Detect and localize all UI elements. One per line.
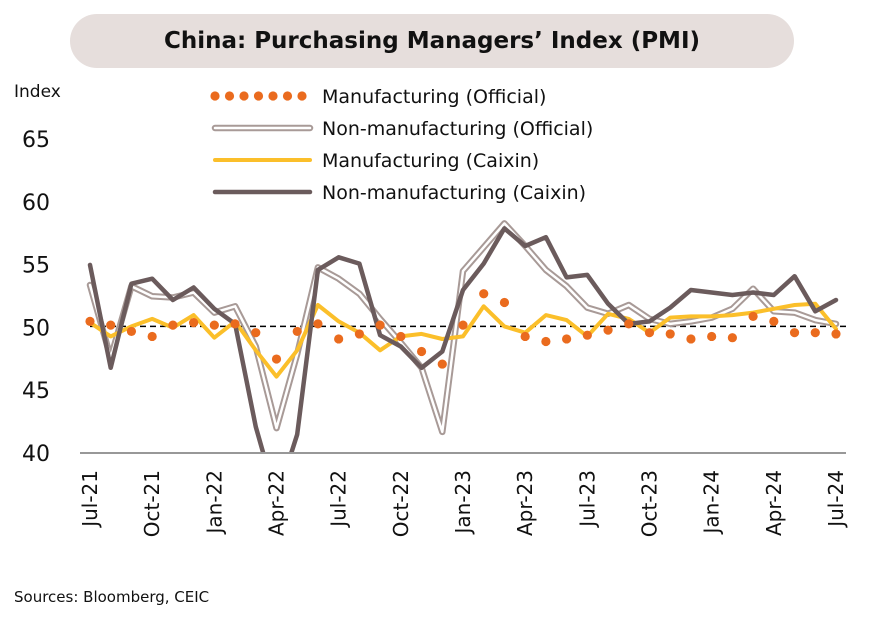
legend-swatch-dot [297, 91, 307, 101]
x-tick-label: Apr-22 [265, 470, 289, 536]
series-point-mfg-official [686, 334, 696, 344]
x-tick-label: Jul-22 [327, 470, 351, 529]
series-point-mfg-official [562, 334, 572, 344]
series-group [85, 220, 841, 452]
series-point-mfg-official [313, 319, 323, 329]
x-tick-label: Oct-22 [389, 470, 413, 537]
title-pill: China: Purchasing Managers’ Index (PMI) [70, 14, 794, 68]
legend-swatch-dot [210, 91, 220, 101]
series-point-mfg-official [271, 354, 282, 364]
series-point-mfg-official [479, 289, 489, 299]
x-tick-label: Jul-23 [575, 470, 599, 529]
series-point-mfg-official [769, 316, 779, 326]
series-point-mfg-official [292, 326, 302, 337]
series-point-mfg-official [126, 326, 137, 337]
x-tick-label: Jan-24 [700, 470, 724, 536]
legend-label: Manufacturing (Official) [322, 86, 546, 108]
pmi-chart: 40 45 50 55 60 65 Jul-21 Oct-21 Jan-22 Apr-22 Jul-… [22, 86, 848, 537]
x-tick-label: Oct-21 [140, 470, 164, 537]
x-tick-label: Apr-23 [513, 470, 537, 536]
series-point-mfg-official [375, 320, 385, 330]
series-point-mfg-official [541, 336, 551, 347]
legend: Manufacturing (Official) Non-manufacturin… [210, 86, 593, 204]
series-point-mfg-official [106, 320, 116, 330]
y-tick-label: 40 [22, 442, 50, 467]
y-axis-label: Index [14, 82, 61, 102]
series-point-mfg-official [147, 331, 157, 342]
x-tick-label: Jul-24 [824, 470, 848, 529]
x-tick-label: Jan-23 [451, 470, 475, 536]
series-point-mfg-official [354, 329, 364, 339]
series-point-mfg-official [168, 320, 178, 330]
legend-swatch-dot [253, 91, 264, 101]
series-point-mfg-official [624, 319, 634, 329]
x-tick-label: Jan-22 [202, 470, 226, 536]
series-point-mfg-official [230, 319, 240, 329]
series-line-nonmfg-caixin [87, 226, 839, 452]
y-tick-label: 65 [22, 128, 50, 153]
series-point-mfg-official [396, 331, 406, 342]
series-point-mfg-official [499, 297, 510, 308]
series-point-mfg-official [582, 330, 592, 340]
y-tick-label: 50 [22, 316, 50, 341]
legend-swatch-dot [239, 91, 249, 101]
series-point-mfg-official [334, 334, 344, 344]
y-tick-label: 55 [22, 254, 50, 279]
x-tick-label: Apr-24 [762, 470, 786, 536]
source-note: Sources: Bloomberg, CEIC [14, 588, 210, 606]
series-point-mfg-official [707, 331, 717, 342]
series-point-mfg-official [644, 328, 655, 338]
series-point-mfg-official [416, 346, 427, 357]
legend-swatch-dot [268, 91, 278, 101]
y-tick-label: 45 [22, 379, 50, 404]
legend-label: Non-manufacturing (Caixin) [322, 182, 586, 204]
series-point-mfg-official [458, 320, 468, 330]
y-tick-label: 60 [22, 191, 50, 216]
series-point-mfg-official [665, 329, 675, 339]
series-point-mfg-official [831, 329, 841, 339]
chart-title: China: Purchasing Managers’ Index (PMI) [163, 28, 701, 54]
series-point-mfg-official [209, 320, 219, 330]
series-point-mfg-official [603, 325, 613, 335]
series-point-mfg-official [251, 328, 261, 338]
series-line-mfg-caixin [88, 301, 838, 379]
series-point-mfg-official [810, 328, 820, 338]
series-point-mfg-official [748, 311, 758, 321]
series-point-mfg-official [727, 333, 737, 343]
x-tick-label: Oct-23 [638, 470, 662, 537]
x-tick-label: Jul-21 [78, 470, 102, 529]
legend-swatch-dot [224, 91, 235, 101]
series-point-mfg-official [789, 328, 800, 338]
series-point-mfg-official [520, 331, 530, 342]
series-point-mfg-official [437, 359, 447, 369]
legend-label: Non-manufacturing (Official) [322, 118, 593, 140]
legend-label: Manufacturing (Caixin) [322, 150, 539, 172]
series-point-mfg-official [85, 316, 95, 326]
series-point-mfg-official [189, 318, 199, 328]
legend-swatch-dot [282, 91, 293, 101]
